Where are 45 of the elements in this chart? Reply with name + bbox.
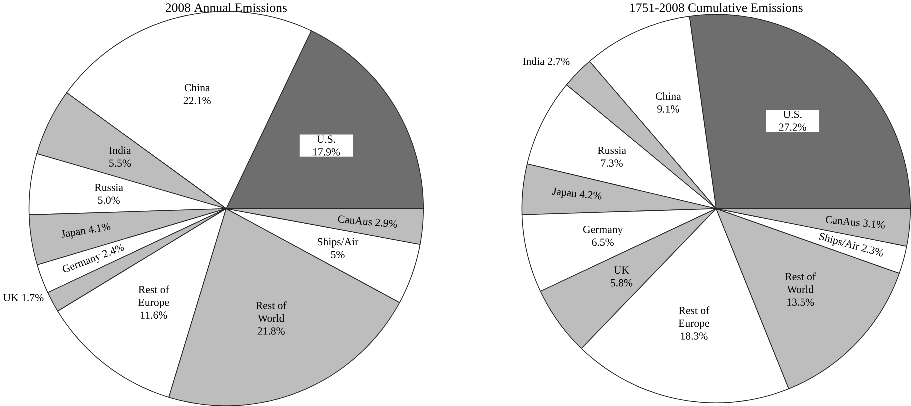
slice-label: Ships/Air [819,233,860,250]
data-label: 5.8% [611,279,633,287]
slice-label: UK [4,294,19,302]
data-label: 5.0% [98,196,120,204]
slice-label: CanAus [338,216,372,226]
data-label: 2.7% [548,58,570,66]
slice-label: Germany [62,254,100,272]
data-label: 5% [331,250,345,258]
slice-label: Russia [598,146,626,154]
slice-label: Germany [583,226,624,236]
data-label: 17.9% [314,148,340,156]
slice-label: Japan [552,188,577,198]
data-label: 3.1% [863,220,885,229]
data-label: 2.3% [861,244,883,257]
data-label: 7.3% [602,159,623,167]
chart-title: 1751-2008 Cumulative Emissions [630,3,803,12]
slice-label: Rest of Europe [138,285,170,308]
data-label: 2.9% [375,218,398,228]
data-label: 6.5% [592,238,614,246]
slice-label: Russia [94,184,124,192]
data-label: 9.1% [658,105,680,113]
data-label: 27.2% [779,123,806,131]
data-label: 2.4% [102,244,124,258]
slice-label: CanAus [826,216,860,226]
data-label: 4.2% [580,190,602,200]
slice-label: Rest of World [785,272,816,294]
slice-label: U.S. [317,136,336,143]
slice-label: China [184,84,210,92]
data-label: 1.7% [22,294,44,302]
slice-label: India [109,146,132,154]
data-label: 21.8% [258,327,285,335]
slice-label: UK [614,266,630,274]
slice-label: India [523,57,545,65]
slice-label: China [656,92,682,100]
slice-label: Rest of World [256,301,287,322]
data-label: 18.3% [681,332,708,340]
slice-label: Japan [62,229,86,238]
slice-label: Rest of Europe [678,306,710,330]
data-label: 5.5% [110,159,132,167]
data-label: 11.6% [141,311,168,319]
data-label: 22.1% [184,96,211,104]
slice-label: Ships/Air [318,238,359,248]
data-label: 13.5% [788,298,814,306]
slice-label: U.S. [784,110,802,118]
data-label: 4.1% [88,222,111,233]
